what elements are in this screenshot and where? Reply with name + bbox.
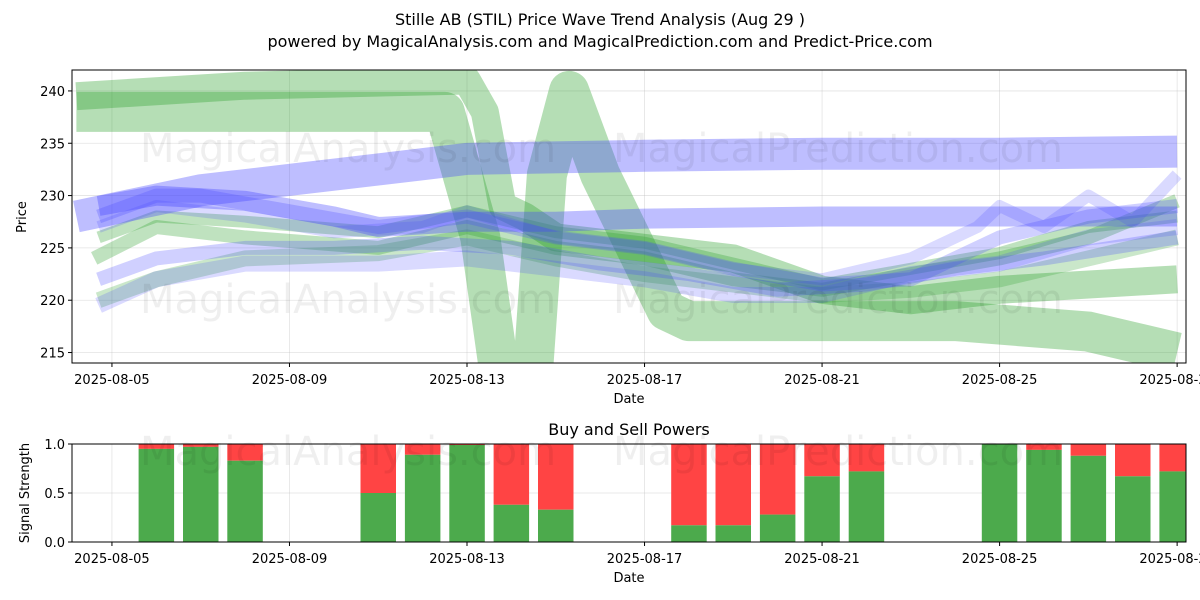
price-x-tick-label: 2025-08-13 bbox=[429, 373, 505, 388]
buy-bar bbox=[1159, 471, 1186, 542]
price-y-tick-label: 235 bbox=[40, 137, 65, 152]
price-series-blue-wave-3 bbox=[96, 188, 1178, 292]
sell-bar bbox=[183, 444, 219, 447]
price-y-tick-label: 230 bbox=[40, 190, 65, 205]
price-series-blue-wave-2 bbox=[96, 185, 1178, 237]
price-x-tick-label: 2025-08-05 bbox=[74, 373, 150, 388]
sell-bar bbox=[360, 444, 396, 493]
signal-y-axis-label: Signal Strength bbox=[18, 443, 33, 543]
sell-bar bbox=[404, 444, 441, 455]
signal-title: Buy and Sell Powers bbox=[548, 420, 710, 439]
price-x-tick-label: 2025-08-17 bbox=[607, 373, 683, 388]
price-series-blue-wave-1 bbox=[73, 135, 1178, 233]
signal-axis-ticks: 0.0 0.5 1.0 2025-08-05 2025-08-09 2025-08-13 2… bbox=[44, 438, 1200, 567]
signal-x-tick-label: 2025-08-17 bbox=[607, 552, 683, 567]
signal-x-tick-label: 2025-08-21 bbox=[784, 552, 860, 567]
buy-bar bbox=[1026, 449, 1062, 542]
signal-panel: Buy and Sell Powers 0.0 0.5 1.0 2025-08-05 2… bbox=[18, 420, 1200, 586]
price-panel: 215 220 225 230 235 240 2025-08-05 2025-08-09 20… bbox=[15, 69, 1200, 407]
buy-bar bbox=[715, 525, 751, 542]
buy-bar bbox=[493, 504, 530, 542]
price-waves bbox=[73, 70, 1182, 363]
chart-subtitle: powered by MagicalAnalysis.com and Magic… bbox=[267, 32, 932, 51]
signal-x-tick-label: 2025-08-09 bbox=[252, 552, 328, 567]
price-axis-ticks: 215 220 225 230 235 240 2025-08-05 2025-08-09 20… bbox=[40, 85, 1200, 388]
buy-bar bbox=[449, 445, 485, 542]
sell-bar bbox=[227, 444, 263, 461]
sell-bar bbox=[493, 444, 530, 505]
signal-y-tick-label: 0.5 bbox=[44, 487, 65, 502]
sell-bar bbox=[1115, 444, 1151, 477]
price-series-blue-wave-5 bbox=[95, 219, 1179, 313]
signal-x-tick-label: 2025-08-25 bbox=[962, 552, 1038, 567]
watermark: MagicalPrediction.com bbox=[613, 277, 1063, 323]
price-y-axis-label: Price bbox=[15, 201, 30, 233]
buy-bar bbox=[981, 444, 1018, 542]
price-series-green-wave-3 bbox=[91, 194, 1180, 297]
signal-bars bbox=[138, 444, 1186, 542]
signal-x-tick-label: 2025-08-13 bbox=[429, 552, 505, 567]
price-plot-area bbox=[72, 70, 1186, 363]
price-y-tick-label: 225 bbox=[40, 242, 65, 257]
buy-bar bbox=[1070, 455, 1107, 542]
buy-bar bbox=[138, 448, 175, 542]
sell-bar bbox=[1159, 444, 1186, 472]
signal-x-tick-label: 2025-08-29 bbox=[1139, 552, 1200, 567]
watermark: MagicalAnalysis.com bbox=[140, 126, 556, 172]
signal-x-axis-label: Date bbox=[613, 571, 644, 586]
sell-bar bbox=[715, 444, 751, 526]
buy-bar bbox=[671, 525, 707, 542]
price-x-axis-label: Date bbox=[613, 392, 644, 407]
price-x-tick-label: 2025-08-09 bbox=[252, 373, 328, 388]
price-y-tick-label: 220 bbox=[40, 294, 65, 309]
price-grid bbox=[72, 70, 1186, 363]
price-series-green-wave-1 bbox=[75, 70, 1178, 315]
buy-bar bbox=[1115, 476, 1151, 542]
watermark: MagicalAnalysis.com bbox=[140, 277, 556, 323]
price-series-blue-wave-4 bbox=[96, 230, 1179, 297]
sell-bar bbox=[138, 444, 175, 449]
price-x-tick-label: 2025-08-25 bbox=[962, 373, 1038, 388]
sell-bar bbox=[804, 444, 840, 477]
sell-bar bbox=[848, 444, 885, 472]
signal-x-tick-label: 2025-08-05 bbox=[74, 552, 150, 567]
buy-bar bbox=[183, 446, 219, 542]
price-y-tick-label: 240 bbox=[40, 85, 65, 100]
watermark: MagicalPrediction.com bbox=[613, 126, 1063, 172]
sell-bar bbox=[759, 444, 796, 515]
buy-bar bbox=[404, 454, 441, 542]
chart-title: Stille AB (STIL) Price Wave Trend Analys… bbox=[395, 10, 805, 29]
buy-bar bbox=[227, 460, 263, 542]
sell-bar bbox=[1026, 444, 1062, 450]
signal-y-tick-label: 1.0 bbox=[44, 438, 65, 453]
price-y-tick-label: 215 bbox=[40, 347, 65, 362]
buy-bar bbox=[759, 514, 796, 542]
watermark: MagicalPrediction.com bbox=[613, 429, 1063, 475]
price-series-blue-wave-6 bbox=[96, 170, 1182, 286]
sell-bar bbox=[671, 444, 707, 526]
buy-bar bbox=[538, 509, 574, 542]
price-x-tick-label: 2025-08-21 bbox=[784, 373, 860, 388]
buy-bar bbox=[848, 471, 885, 542]
price-series-green-wave-2 bbox=[76, 70, 1182, 363]
buy-bar bbox=[804, 476, 840, 542]
watermark: MagicalAnalysis.com bbox=[140, 429, 556, 475]
price-series-green-wave-4 bbox=[96, 205, 1178, 291]
watermarks: MagicalAnalysis.com MagicalPrediction.co… bbox=[140, 126, 1063, 475]
sell-bar bbox=[538, 444, 574, 510]
buy-bar bbox=[360, 493, 396, 542]
price-plot-frame bbox=[71, 69, 1187, 364]
sell-bar bbox=[1070, 444, 1107, 456]
price-x-tick-label: 2025-08-29 bbox=[1139, 373, 1200, 388]
price-series-green-wave-5 bbox=[95, 229, 1179, 308]
signal-y-tick-label: 0.0 bbox=[44, 536, 65, 551]
